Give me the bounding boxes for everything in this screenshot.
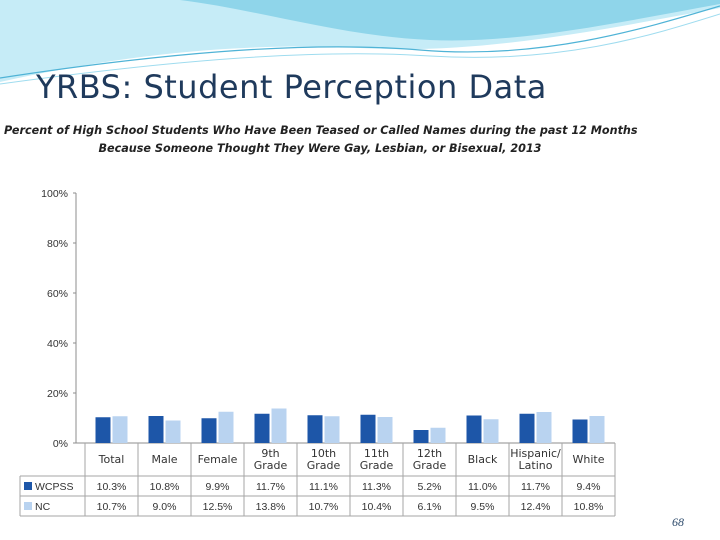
category-label: Grade	[360, 459, 394, 472]
header-banner	[0, 0, 720, 85]
y-tick-label: 20%	[47, 388, 68, 400]
bar-nc-10th-grade	[324, 416, 340, 443]
category-label: 12th	[417, 447, 442, 460]
bar-wcpss-10th-grade	[307, 415, 323, 443]
bar-wcpss-9th-grade	[254, 413, 270, 443]
banner-wave-line	[0, 5, 720, 79]
data-label-wcpss: 10.8%	[150, 481, 180, 493]
data-label-nc: 12.4%	[521, 501, 551, 513]
category-label: Black	[468, 453, 498, 466]
y-tick-label: 80%	[47, 238, 68, 250]
bar-nc-total	[112, 416, 128, 443]
bar-wcpss-male	[148, 416, 164, 443]
bar-wcpss-white	[572, 419, 588, 443]
data-label-nc: 6.1%	[418, 501, 442, 513]
data-label-nc: 10.4%	[362, 501, 392, 513]
data-label-nc: 9.0%	[153, 501, 177, 513]
data-label-nc: 12.5%	[203, 501, 233, 513]
page-number: 68	[672, 515, 684, 529]
legend-key-wcpss	[24, 482, 32, 490]
data-label-nc: 13.8%	[256, 501, 286, 513]
data-label-wcpss: 11.7%	[256, 481, 285, 493]
category-label: Male	[151, 453, 177, 466]
legend-label-nc: NC	[35, 501, 51, 513]
bar-nc-female	[218, 411, 234, 443]
data-label-wcpss: 11.0%	[468, 481, 497, 493]
bar-nc-hispanic-latino	[536, 412, 552, 443]
y-tick-label: 60%	[47, 288, 68, 300]
category-label: White	[573, 453, 605, 466]
bar-wcpss-11th-grade	[360, 414, 376, 443]
bar-nc-male	[165, 420, 181, 443]
data-label-wcpss: 11.7%	[521, 481, 550, 493]
data-label-nc: 9.5%	[471, 501, 495, 513]
bar-wcpss-female	[201, 418, 217, 443]
bar-chart: 0%20%40%60%80%100%Total Male Female 9thGrad…	[19, 188, 616, 517]
category-label: 11th	[364, 447, 389, 460]
bar-nc-12th-grade	[430, 427, 446, 443]
data-label-nc: 10.7%	[309, 501, 339, 513]
banner-wave-mid	[180, 0, 720, 41]
chart-title-line-2: Because Someone Thought They Were Gay, L…	[98, 142, 542, 155]
bar-nc-9th-grade	[271, 408, 287, 443]
category-label: Hispanic/	[510, 447, 561, 460]
y-tick-label: 40%	[47, 338, 68, 350]
legend-key-nc	[24, 502, 32, 510]
chart-title-line-1: Percent of High School Students Who Have…	[4, 124, 638, 137]
bar-nc-black	[483, 419, 499, 443]
category-label: Grade	[254, 459, 288, 472]
data-label-nc: 10.7%	[97, 501, 127, 513]
data-label-wcpss: 11.3%	[362, 481, 391, 493]
chart-title: Percent of High School Students Who Have…	[4, 122, 638, 158]
banner-wave-line-2	[0, 13, 720, 85]
data-label-nc: 10.8%	[574, 501, 604, 513]
data-label-wcpss: 9.4%	[577, 481, 601, 493]
slide-title: YRBS: Student Perception Data	[36, 68, 547, 106]
bar-wcpss-black	[466, 415, 482, 443]
category-label: 9th	[261, 447, 279, 460]
data-label-wcpss: 9.9%	[206, 481, 230, 493]
bar-wcpss-total	[95, 417, 111, 443]
y-tick-label: 0%	[53, 438, 68, 450]
category-label: Latino	[519, 459, 553, 472]
category-label: Grade	[307, 459, 341, 472]
category-label: Total	[98, 453, 125, 466]
chart-panel: 0% 20% 40% 60% 80% 100% Total Male Female 9th Grad…	[4, 118, 638, 522]
bar-wcpss-12th-grade	[413, 430, 429, 443]
category-label: Grade	[413, 459, 447, 472]
bar-nc-11th-grade	[377, 417, 393, 443]
data-label-wcpss: 5.2%	[418, 481, 442, 493]
category-label: Female	[198, 453, 238, 466]
bar-nc-white	[589, 416, 605, 443]
legend-label-wcpss: WCPSS	[35, 481, 74, 493]
category-label: 10th	[311, 447, 336, 460]
y-tick-label: 100%	[41, 188, 68, 200]
bar-wcpss-hispanic-latino	[519, 413, 535, 443]
data-label-wcpss: 11.1%	[309, 481, 338, 493]
data-label-wcpss: 10.3%	[97, 481, 127, 493]
